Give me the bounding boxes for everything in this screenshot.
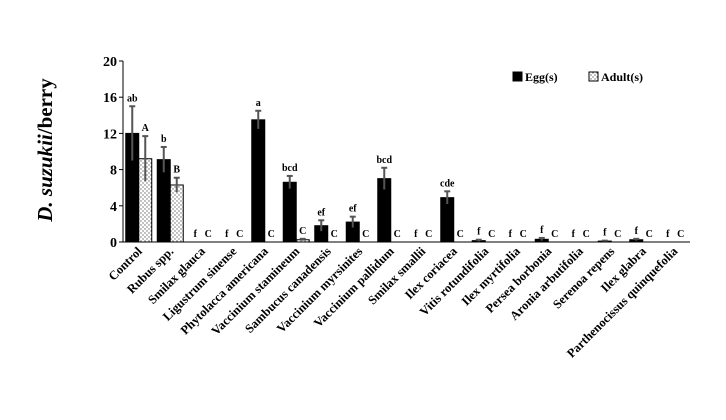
y-tick-label: 20 <box>103 55 117 70</box>
significance-label-adult: C <box>520 229 527 240</box>
legend-label-adult: Adult(s) <box>601 70 643 84</box>
y-tick-label: 4 <box>110 200 117 215</box>
significance-label-adult: C <box>457 229 464 240</box>
y-axis-title-unit: /berry <box>33 78 57 135</box>
significance-label-egg: cde <box>440 178 455 189</box>
significance-label-adult: C <box>394 229 401 240</box>
svg-text:D. suzukii/berry: D. suzukii/berry <box>33 78 57 223</box>
legend-label-egg: Egg(s) <box>525 70 558 84</box>
significance-label-egg: ef <box>317 207 325 218</box>
significance-label-egg: bcd <box>282 163 298 174</box>
significance-label-adult: C <box>362 229 369 240</box>
significance-label-egg: f <box>509 229 513 240</box>
bar-egg <box>440 197 455 243</box>
significance-label-adult: C <box>583 229 590 240</box>
significance-label-egg: b <box>161 134 167 145</box>
y-axis-title-species: D. suzukii <box>33 134 57 223</box>
significance-label-egg: f <box>572 229 576 240</box>
significance-label-egg: f <box>477 227 481 238</box>
significance-label-egg: f <box>603 228 607 239</box>
significance-label-adult: C <box>677 229 684 240</box>
significance-label-adult: C <box>614 229 621 240</box>
significance-label-adult: C <box>299 226 306 237</box>
significance-label-egg: f <box>540 225 544 236</box>
significance-label-adult: C <box>205 229 212 240</box>
significance-label-egg: ab <box>127 93 138 104</box>
significance-label-egg: ef <box>349 204 357 215</box>
significance-label-adult: C <box>268 229 275 240</box>
significance-label-adult: C <box>551 229 558 240</box>
significance-label-egg: a <box>256 98 261 109</box>
bar-egg <box>282 181 297 243</box>
significance-label-egg: f <box>666 229 670 240</box>
y-axis: 0 4 8 12 16 20 <box>103 55 124 251</box>
bar-egg <box>251 119 266 243</box>
significance-label-egg: f <box>225 229 229 240</box>
significance-label-egg: f <box>414 229 418 240</box>
significance-label-adult: C <box>488 229 495 240</box>
significance-label-adult: C <box>425 229 432 240</box>
y-tick-label: 16 <box>103 91 117 106</box>
significance-label-egg: bcd <box>376 155 392 166</box>
y-axis-title: D. suzukii/berry <box>33 78 57 223</box>
significance-label-adult: A <box>142 123 150 134</box>
bar-adult <box>169 184 184 243</box>
significance-label-adult: C <box>236 229 243 240</box>
significance-label-egg: f <box>635 226 639 237</box>
legend-swatch-egg <box>512 71 523 82</box>
y-tick-label: 12 <box>103 127 117 142</box>
significance-label-adult: C <box>331 229 338 240</box>
significance-label-egg: f <box>194 229 198 240</box>
legend-swatch-adult <box>588 71 599 82</box>
significance-label-adult: B <box>173 165 180 176</box>
y-tick-label: 0 <box>110 236 117 251</box>
y-tick-label: 8 <box>110 164 117 179</box>
significance-label-adult: C <box>646 229 653 240</box>
legend: Egg(s) Adult(s) <box>512 70 643 84</box>
